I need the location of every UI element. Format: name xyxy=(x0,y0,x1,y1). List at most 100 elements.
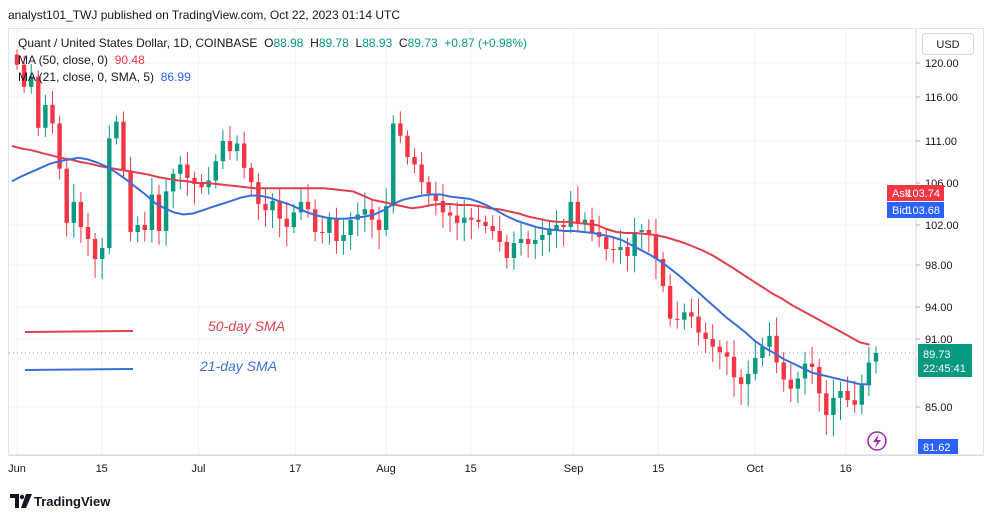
candle xyxy=(85,212,91,257)
candle-body xyxy=(391,123,396,207)
candle xyxy=(660,251,666,293)
ma21-value: 86.99 xyxy=(160,70,191,84)
candle xyxy=(355,202,360,236)
legend-ma21-row[interactable]: MA (21, close, 0, SMA, 5) 86.99 xyxy=(18,69,527,86)
candle-body xyxy=(831,397,836,416)
candle xyxy=(412,148,417,174)
candle xyxy=(696,298,701,346)
candle-body xyxy=(469,217,474,220)
candle-body xyxy=(85,227,91,239)
sma50-annotation-line xyxy=(24,330,134,333)
x-tick-label: Sep xyxy=(564,463,584,475)
candle-body xyxy=(767,335,772,347)
candle-body xyxy=(178,164,183,174)
candle-body xyxy=(121,121,126,171)
candle-body xyxy=(412,156,417,165)
candle xyxy=(241,131,247,179)
x-tick-label: 15 xyxy=(465,463,477,475)
candle xyxy=(249,162,254,197)
candle-body xyxy=(774,335,779,363)
candle-body xyxy=(525,239,531,244)
candle-body xyxy=(163,191,169,231)
ma21-label: MA (21, close, 0, SMA, 5) xyxy=(18,70,155,84)
candle-body xyxy=(57,123,62,169)
candle-body xyxy=(838,391,843,398)
lightning-icon[interactable] xyxy=(867,431,887,451)
candle-body xyxy=(36,76,41,128)
candle xyxy=(78,192,84,243)
candle-body xyxy=(99,248,105,259)
candle-body xyxy=(170,173,176,192)
candle xyxy=(831,379,836,437)
candle xyxy=(809,346,815,385)
candle-body xyxy=(327,218,332,233)
candle xyxy=(873,346,879,374)
candle-body xyxy=(518,239,524,243)
candle-body xyxy=(618,247,623,250)
symbol-name[interactable]: Quant / United States Dollar, 1D, COINBA… xyxy=(18,36,258,50)
chart-legend: Quant / United States Dollar, 1D, COINBA… xyxy=(18,35,527,86)
candle xyxy=(21,55,27,93)
legend-ohlc-row: Quant / United States Dollar, 1D, COINBA… xyxy=(18,35,527,52)
candle-body xyxy=(575,201,581,224)
published-header: analyst101_TWJ published on TradingView.… xyxy=(0,0,988,28)
candle xyxy=(227,125,233,160)
candle xyxy=(859,374,865,415)
x-tick-label: 16 xyxy=(840,463,852,475)
candle xyxy=(540,217,545,256)
ask-label: Ask 103.74 xyxy=(887,185,944,201)
candle xyxy=(206,167,211,195)
candle xyxy=(525,230,531,258)
candle xyxy=(717,340,723,370)
tradingview-brand: TradingView xyxy=(34,494,111,509)
candle-body xyxy=(873,353,879,362)
candle-body xyxy=(625,247,630,256)
currency-button[interactable]: USD xyxy=(922,33,974,55)
sma21-annotation-line xyxy=(24,368,134,371)
candle xyxy=(149,177,155,243)
candle-body xyxy=(199,184,204,188)
candle xyxy=(185,152,190,196)
candle-body xyxy=(781,362,786,380)
close-value: 89.73 xyxy=(407,36,438,50)
candle-body xyxy=(348,219,353,235)
candle-body xyxy=(362,209,368,215)
candle xyxy=(469,207,474,240)
candle xyxy=(710,324,715,363)
candle-body xyxy=(788,379,794,389)
candle xyxy=(14,49,20,70)
candle-body xyxy=(731,356,737,378)
candle xyxy=(57,116,62,180)
legend-ma50-row[interactable]: MA (50, close, 0) 90.48 xyxy=(18,52,527,69)
candle-body xyxy=(156,194,162,231)
candle-body xyxy=(192,177,197,185)
x-tick-label: Aug xyxy=(376,463,396,475)
high-value: 89.78 xyxy=(318,36,349,50)
candle-body xyxy=(675,318,680,320)
grid-lines xyxy=(9,29,916,455)
candle-body xyxy=(511,243,517,258)
candle-body xyxy=(383,206,389,230)
candle xyxy=(121,111,126,178)
candle-body xyxy=(476,219,481,222)
candles-group xyxy=(14,49,879,437)
candle xyxy=(92,233,98,278)
candle xyxy=(320,217,325,244)
bid-label: Bid 103.68 xyxy=(887,202,944,218)
candle-body xyxy=(149,194,155,230)
candle xyxy=(128,156,133,242)
x-tick-label: 15 xyxy=(96,463,108,475)
candle xyxy=(774,317,779,374)
candle xyxy=(263,188,268,227)
bid-price: 103.68 xyxy=(906,205,940,217)
candle xyxy=(738,369,744,405)
candle xyxy=(284,201,289,247)
candle xyxy=(220,129,226,169)
candle-body xyxy=(185,164,190,178)
footer: TradingView xyxy=(0,486,988,518)
candle xyxy=(533,227,538,259)
candle-body xyxy=(241,143,247,168)
candle xyxy=(753,340,758,381)
candle-body xyxy=(689,312,694,317)
